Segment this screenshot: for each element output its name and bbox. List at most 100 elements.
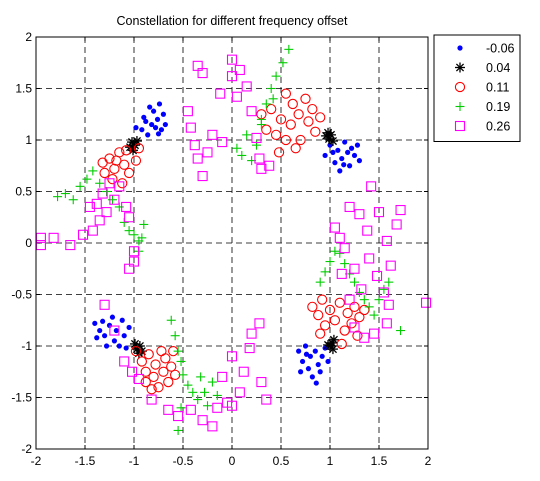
data-point-plus [315,277,325,287]
data-point-square [356,284,367,295]
x-tick-label: 1.5 [371,454,388,468]
data-point-square [146,394,157,405]
data-point-dot [298,369,304,375]
grid-lines [36,37,428,449]
series-circle [97,88,370,395]
data-point-dot [302,343,309,349]
data-point-square [192,153,203,164]
data-point-plus [200,387,210,397]
data-point-circle [143,349,154,360]
data-point-square [217,371,228,382]
data-point-circle [130,345,142,357]
data-point-square [344,201,355,212]
data-point-plus [173,346,183,356]
data-point-square [133,373,144,385]
data-point-circle [342,307,353,319]
legend: -0.06 0.04 0.11 0.19 0.26 [433,34,521,142]
data-point-circle [153,382,164,393]
data-point-square [128,246,140,257]
data-point-dot [145,132,151,138]
data-point-circle [261,124,272,135]
data-point-plus [183,380,193,390]
data-point-square [241,81,252,92]
data-point-square [124,263,135,274]
data-point-square [385,260,396,271]
data-point-star [323,127,334,138]
data-point-circle [329,315,341,326]
data-point-square [362,225,373,236]
data-point-plus [320,267,330,277]
y-tick-label: 0.5 [15,185,32,199]
data-point-dot [149,121,155,128]
data-point-square [234,387,245,398]
data-point-square [185,404,196,415]
data-point-dot [325,358,331,365]
x-axis: -2 -1.5 -1 -0.5 0 0.5 1 1.5 2 [31,37,432,468]
data-point-dot [121,333,127,339]
data-point-dot [347,163,353,169]
data-point-plus [82,174,92,184]
legend-entry: -0.06 [457,42,515,56]
data-point-square [124,212,135,223]
legend-entry: 0.26 [454,120,510,134]
data-point-square [371,270,383,282]
x-tick-label: 0 [229,454,236,468]
data-point-circle [140,366,151,377]
data-point-plus [95,178,105,188]
data-point-plus [203,401,212,411]
data-point-plus [325,257,335,267]
data-point-circle [307,301,318,313]
series-dot [92,101,362,386]
data-point-circle [315,328,326,339]
data-point-square [119,356,130,367]
data-point-plus [261,99,271,109]
data-point-plus [170,331,180,341]
data-point-dot [330,149,336,155]
data-point-dot [139,127,145,133]
data-point-dot [341,162,347,168]
data-point-square [226,54,238,65]
data-point-circle [158,366,169,377]
data-point-plus [176,403,186,413]
legend-marker-plus [455,102,465,111]
data-point-circle [315,112,326,123]
y-tick-label: 2 [25,30,32,44]
data-point-plus [271,71,281,81]
data-point-dot [106,322,113,328]
series-square [35,54,432,432]
data-point-square [234,64,245,76]
data-point-plus [188,387,198,397]
data-point-circle [280,88,292,99]
data-point-square [197,415,208,426]
data-point-circle [290,143,301,154]
data-point-circle [313,309,324,321]
data-point-dot [133,125,139,131]
data-point-circle [136,356,147,367]
data-point-square [202,147,213,158]
data-point-circle [104,153,115,164]
data-point-dot [335,147,341,153]
legend-marker-square [454,120,466,132]
data-point-plus [129,230,139,240]
legend-label: -0.06 [486,42,515,56]
data-point-circle [146,384,157,395]
data-point-plus [242,130,252,140]
legend-label: 0.26 [486,120,510,134]
data-point-dot [126,324,132,331]
data-point-square [212,402,223,413]
data-point-square [226,71,238,82]
data-point-dot [156,101,163,107]
data-point-dot [303,351,310,357]
data-point-plus [88,166,98,176]
data-point-dot [92,320,98,326]
x-tick-label: -2 [31,454,42,468]
data-point-square [109,325,120,336]
data-point-dot [102,333,108,339]
data-point-plus [207,377,217,387]
data-point-circle [99,167,110,179]
data-point-circle [133,143,145,154]
axes-box [35,36,429,450]
data-point-plus [379,284,389,294]
data-point-circle [324,304,336,316]
data-point-square [366,181,377,192]
